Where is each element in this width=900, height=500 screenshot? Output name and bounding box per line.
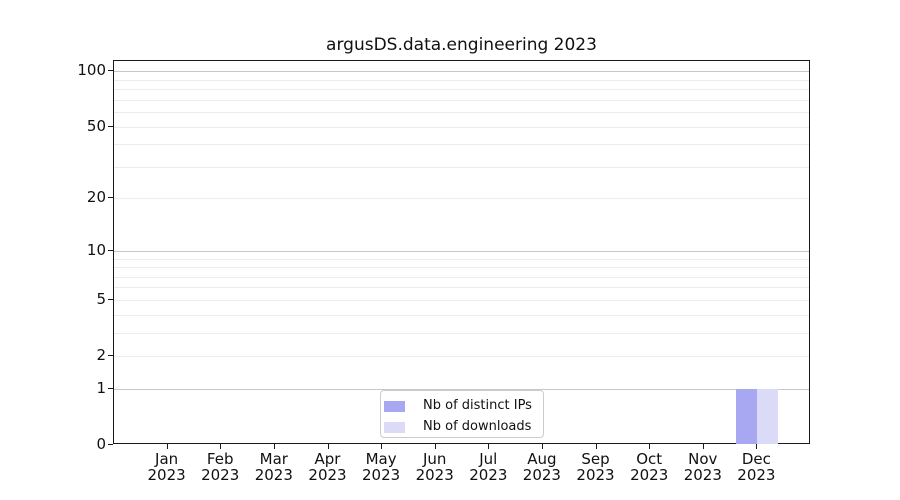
x-tick-label: Mar 2023 bbox=[246, 450, 302, 484]
x-tick-month: Jul bbox=[479, 450, 498, 468]
bar-downloads bbox=[757, 388, 779, 444]
x-tick-mark bbox=[488, 444, 490, 449]
legend-swatch-distinct-ips-icon bbox=[384, 400, 405, 412]
y-tick-mark bbox=[108, 70, 113, 72]
minor-gridline bbox=[114, 267, 809, 269]
x-tick-month: Apr bbox=[314, 450, 341, 468]
x-tick-label: Jun 2023 bbox=[407, 450, 463, 484]
x-tick-label: May 2023 bbox=[353, 450, 409, 484]
y-tick-mark bbox=[108, 444, 113, 445]
x-tick-year: 2023 bbox=[522, 465, 561, 484]
minor-gridline bbox=[114, 287, 809, 289]
minor-gridline bbox=[114, 198, 809, 200]
y-tick-label: 20 bbox=[86, 188, 106, 207]
x-tick-label: Dec 2023 bbox=[728, 450, 784, 484]
y-tick-mark bbox=[108, 387, 113, 389]
x-tick-mark bbox=[381, 444, 383, 449]
minor-gridline bbox=[114, 89, 809, 91]
x-tick-label: Jul 2023 bbox=[460, 450, 516, 484]
legend-label-downloads: Nb of downloads bbox=[423, 419, 532, 434]
x-tick-year: 2023 bbox=[308, 465, 347, 484]
x-tick-mark bbox=[595, 444, 597, 449]
x-tick-mark bbox=[166, 444, 168, 449]
y-tick-label: 2 bbox=[96, 346, 106, 364]
x-tick-year: 2023 bbox=[630, 465, 669, 484]
minor-gridline bbox=[114, 258, 809, 260]
x-tick-mark bbox=[273, 444, 275, 449]
x-tick-year: 2023 bbox=[415, 465, 454, 484]
major-gridline bbox=[114, 388, 809, 390]
x-tick-label: Jan 2023 bbox=[139, 450, 195, 484]
minor-gridline bbox=[114, 276, 809, 278]
x-tick-year: 2023 bbox=[254, 465, 293, 484]
x-tick-label: Feb 2023 bbox=[192, 450, 248, 484]
x-tick-mark bbox=[649, 444, 651, 449]
minor-gridline bbox=[114, 314, 809, 316]
major-gridline bbox=[114, 71, 809, 73]
x-tick-mark bbox=[434, 444, 436, 449]
y-tick-label: 10 bbox=[86, 240, 106, 259]
minor-gridline bbox=[114, 356, 809, 357]
y-tick-label: 5 bbox=[96, 289, 106, 308]
minor-gridline bbox=[114, 299, 809, 301]
plot-area bbox=[113, 60, 810, 444]
x-tick-year: 2023 bbox=[737, 465, 776, 484]
x-tick-month: Dec bbox=[741, 450, 771, 468]
x-tick-year: 2023 bbox=[362, 465, 401, 484]
y-tick-label: 50 bbox=[86, 116, 106, 135]
x-tick-year: 2023 bbox=[469, 465, 508, 484]
x-tick-mark bbox=[756, 444, 758, 449]
x-tick-year: 2023 bbox=[683, 465, 722, 484]
y-tick-mark bbox=[108, 355, 113, 356]
x-tick-month: Sep bbox=[581, 450, 610, 468]
x-tick-label: Nov 2023 bbox=[675, 450, 731, 484]
x-tick-month: Feb bbox=[206, 450, 234, 468]
x-tick-year: 2023 bbox=[147, 465, 186, 484]
x-tick-mark bbox=[220, 444, 222, 449]
minor-gridline bbox=[114, 332, 809, 334]
legend-entry-downloads: Nb of downloads bbox=[384, 417, 543, 437]
x-tick-month: Nov bbox=[688, 450, 718, 468]
legend-entry-distinct-ips: Nb of distinct IPs bbox=[384, 396, 543, 416]
x-tick-month: Mar bbox=[259, 450, 288, 468]
y-tick-label: 0 bbox=[96, 435, 106, 453]
y-tick-mark bbox=[108, 298, 113, 300]
x-tick-label: Sep 2023 bbox=[568, 450, 624, 484]
x-tick-month: Jun bbox=[422, 450, 447, 468]
minor-gridline bbox=[114, 112, 809, 114]
legend-swatch-downloads-icon bbox=[384, 421, 405, 433]
y-tick-label: 1 bbox=[96, 378, 106, 397]
x-tick-label: Oct 2023 bbox=[621, 450, 677, 484]
y-tick-mark bbox=[108, 249, 113, 251]
minor-gridline bbox=[114, 99, 809, 101]
y-tick-mark bbox=[108, 197, 113, 199]
x-tick-month: Oct bbox=[636, 450, 663, 468]
x-tick-mark bbox=[541, 444, 543, 449]
chart-title: argusDS.data.engineering 2023 bbox=[326, 35, 597, 55]
x-tick-year: 2023 bbox=[201, 465, 240, 484]
x-tick-month: Aug bbox=[527, 450, 557, 468]
minor-gridline bbox=[114, 126, 809, 128]
minor-gridline bbox=[114, 79, 809, 81]
x-tick-year: 2023 bbox=[576, 465, 615, 484]
minor-gridline bbox=[114, 166, 809, 168]
legend-label-distinct-ips: Nb of distinct IPs bbox=[423, 398, 532, 413]
bar-distinct-ips bbox=[736, 388, 758, 444]
y-tick-label: 100 bbox=[77, 61, 106, 80]
x-tick-label: Aug 2023 bbox=[514, 450, 570, 484]
x-tick-mark bbox=[702, 444, 704, 449]
x-tick-mark bbox=[327, 444, 329, 449]
legend: Nb of distinct IPs Nb of downloads bbox=[380, 390, 544, 438]
minor-gridline bbox=[114, 144, 809, 146]
major-gridline bbox=[114, 250, 809, 252]
x-tick-label: Apr 2023 bbox=[300, 450, 356, 484]
x-tick-month: Jan bbox=[155, 450, 179, 468]
y-tick-mark bbox=[108, 125, 113, 127]
x-tick-month: May bbox=[365, 450, 397, 468]
